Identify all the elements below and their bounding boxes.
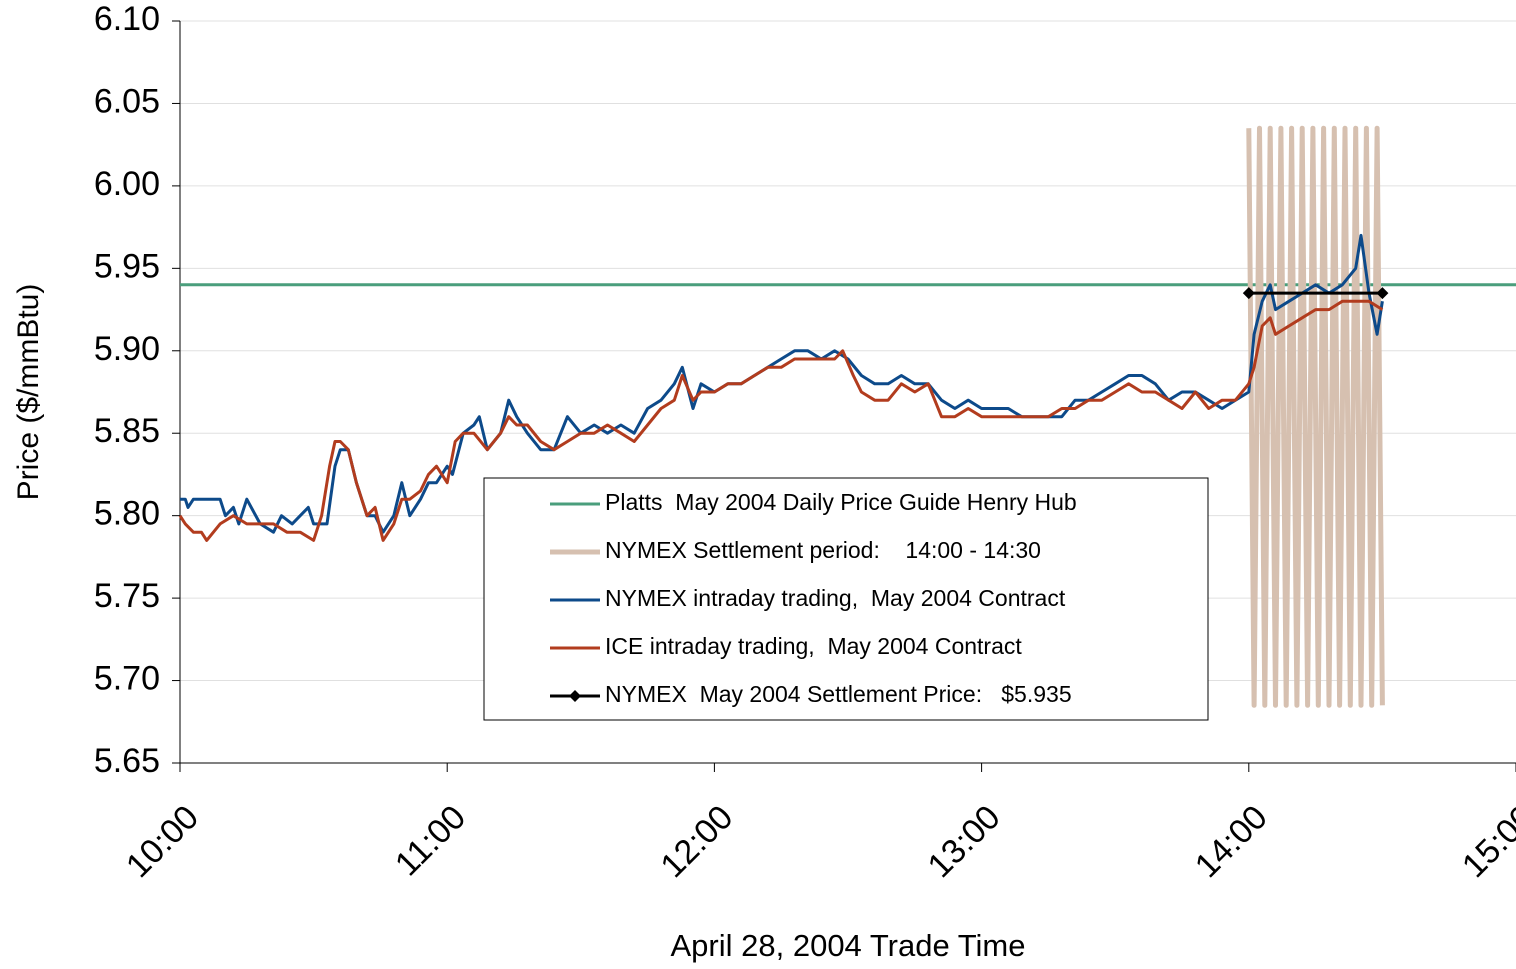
series-line	[178, 299, 1384, 542]
x-tick-label: 11:00	[388, 798, 473, 883]
y-tick-label: 5.85	[94, 412, 160, 450]
y-tick-label: 5.80	[94, 495, 160, 533]
legend-box	[483, 477, 1209, 721]
y-tick-label: 6.05	[94, 82, 160, 120]
point-marker	[1242, 287, 1255, 300]
y-tick-label: 5.70	[94, 660, 160, 698]
x-axis-title: April 28, 2004 Trade Time	[671, 928, 1026, 963]
x-tick-label: 15:00	[1455, 798, 1516, 885]
y-tick-label: 5.75	[94, 577, 160, 615]
x-tick-label: 13:00	[921, 798, 1008, 885]
legend-label: NYMEX intraday trading, May 2004 Contrac…	[605, 585, 1066, 611]
series-line	[180, 233, 1384, 534]
series-line	[1246, 125, 1385, 708]
y-tick-label: 6.10	[94, 0, 160, 38]
legend-marker	[569, 690, 581, 702]
legend: Platts May 2004 Daily Price Guide Henry …	[483, 477, 1209, 721]
legend-label: NYMEX Settlement period: 14:00 - 14:30	[605, 537, 1041, 563]
x-tick-label: 14:00	[1188, 798, 1275, 885]
x-tick-label: 12:00	[653, 798, 740, 885]
y-tick-label: 5.90	[94, 330, 160, 368]
point-marker	[1376, 287, 1389, 300]
y-tick-label: 5.65	[94, 742, 160, 780]
legend-label: Platts May 2004 Daily Price Guide Henry …	[605, 489, 1077, 515]
y-tick-label: 5.95	[94, 247, 160, 285]
y-axis-title: Price ($/mmBtu)	[12, 284, 45, 501]
legend-label: ICE intraday trading, May 2004 Contract	[605, 633, 1022, 659]
legend-label: NYMEX May 2004 Settlement Price: $5.935	[605, 681, 1072, 707]
y-tick-label: 6.00	[94, 165, 160, 203]
x-tick-label: 10:00	[119, 798, 206, 885]
